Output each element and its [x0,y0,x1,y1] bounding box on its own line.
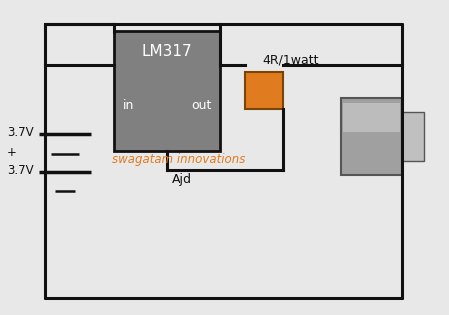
Text: in: in [123,99,134,112]
Bar [402,112,424,161]
Bar [341,98,402,175]
Text: LM317: LM317 [142,44,193,59]
Text: +: + [7,146,17,159]
Bar [343,103,400,132]
Text: 3.7V: 3.7V [7,163,33,177]
Bar [114,32,220,151]
Bar [245,72,283,109]
Text: 3.7V: 3.7V [7,126,33,139]
Text: swagatam innovations: swagatam innovations [112,153,246,166]
Text: Ajd: Ajd [172,173,192,186]
Text: 4R/1watt: 4R/1watt [263,53,319,66]
Text: out: out [192,99,212,112]
